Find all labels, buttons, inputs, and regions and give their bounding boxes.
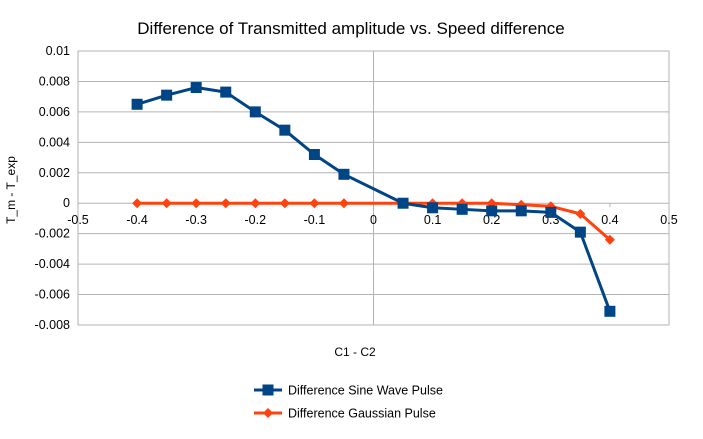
series-line-gaussian bbox=[137, 201, 611, 241]
chart-title: Difference of Transmitted amplitude vs. … bbox=[137, 19, 564, 38]
legend-item-gaussian: Difference Gaussian Pulse bbox=[254, 407, 436, 421]
x-tick-label: -0.2 bbox=[245, 213, 267, 227]
series-line-sine bbox=[136, 86, 612, 312]
data-point-sine bbox=[397, 197, 409, 209]
y-tick-label: -0.008 bbox=[35, 318, 70, 332]
data-point-gaussian bbox=[338, 198, 349, 209]
series-group bbox=[131, 82, 616, 317]
y-tick-label: -0.002 bbox=[35, 227, 70, 241]
legend-label: Difference Sine Wave Pulse bbox=[288, 384, 443, 398]
x-tick-label: 0.1 bbox=[424, 213, 441, 227]
x-tick-label: 0.5 bbox=[660, 213, 677, 227]
legend-swatch-marker bbox=[263, 408, 273, 418]
y-tick-label: 0 bbox=[63, 196, 70, 210]
x-tick-label: 0 bbox=[370, 213, 377, 227]
y-tick-label: -0.004 bbox=[35, 257, 70, 271]
series-sine bbox=[131, 82, 616, 317]
axes: 0.01 0.008 0.006 0.004 0.002 0 -0.002 -0.004 -0.… bbox=[35, 44, 678, 332]
data-point-sine bbox=[161, 89, 173, 101]
data-point-sine bbox=[279, 124, 291, 136]
data-point-sine bbox=[220, 86, 232, 98]
legend-item-sine: Difference Sine Wave Pulse bbox=[254, 384, 443, 398]
data-point-sine bbox=[338, 168, 350, 180]
y-tick-label: 0.004 bbox=[39, 135, 70, 149]
y-axis-label: T_m - T_exp bbox=[4, 156, 18, 224]
data-point-sine bbox=[131, 98, 143, 110]
legend-swatch-marker bbox=[262, 384, 274, 396]
x-tick-label: -0.4 bbox=[126, 213, 148, 227]
x-tick-label: -0.3 bbox=[185, 213, 207, 227]
data-point-gaussian bbox=[250, 198, 261, 209]
data-point-sine bbox=[190, 82, 202, 94]
y-tick-label: -0.006 bbox=[35, 288, 70, 302]
y-tick-label: 0.008 bbox=[39, 74, 70, 88]
data-point-gaussian bbox=[161, 198, 172, 209]
data-point-gaussian bbox=[279, 198, 290, 209]
y-tick-label: 0.002 bbox=[39, 166, 70, 180]
data-point-sine bbox=[486, 205, 498, 217]
x-tick-label: 0.2 bbox=[483, 213, 500, 227]
legend-label: Difference Gaussian Pulse bbox=[288, 407, 436, 421]
data-point-sine bbox=[308, 149, 320, 161]
data-point-sine bbox=[249, 106, 261, 118]
y-tick-label: 0.006 bbox=[39, 105, 70, 119]
data-point-gaussian bbox=[191, 198, 202, 209]
y-tick-label: 0.01 bbox=[46, 44, 70, 58]
data-point-sine bbox=[456, 203, 468, 215]
data-point-gaussian bbox=[309, 198, 320, 209]
data-point-gaussian bbox=[220, 198, 231, 209]
data-point-sine bbox=[604, 305, 616, 317]
x-tick-label: -0.1 bbox=[304, 213, 326, 227]
x-axis-label: C1 - C2 bbox=[334, 345, 376, 359]
legend: Difference Sine Wave Pulse Difference Gau… bbox=[254, 384, 443, 421]
x-tick-label: 0.4 bbox=[601, 213, 618, 227]
data-point-gaussian bbox=[604, 234, 615, 245]
data-point-gaussian bbox=[132, 198, 143, 209]
data-point-sine bbox=[515, 205, 527, 217]
data-point-sine bbox=[427, 202, 439, 214]
data-point-gaussian bbox=[575, 208, 586, 219]
data-point-sine bbox=[545, 206, 557, 218]
data-point-sine bbox=[574, 226, 586, 238]
x-tick-label: -0.5 bbox=[67, 213, 89, 227]
